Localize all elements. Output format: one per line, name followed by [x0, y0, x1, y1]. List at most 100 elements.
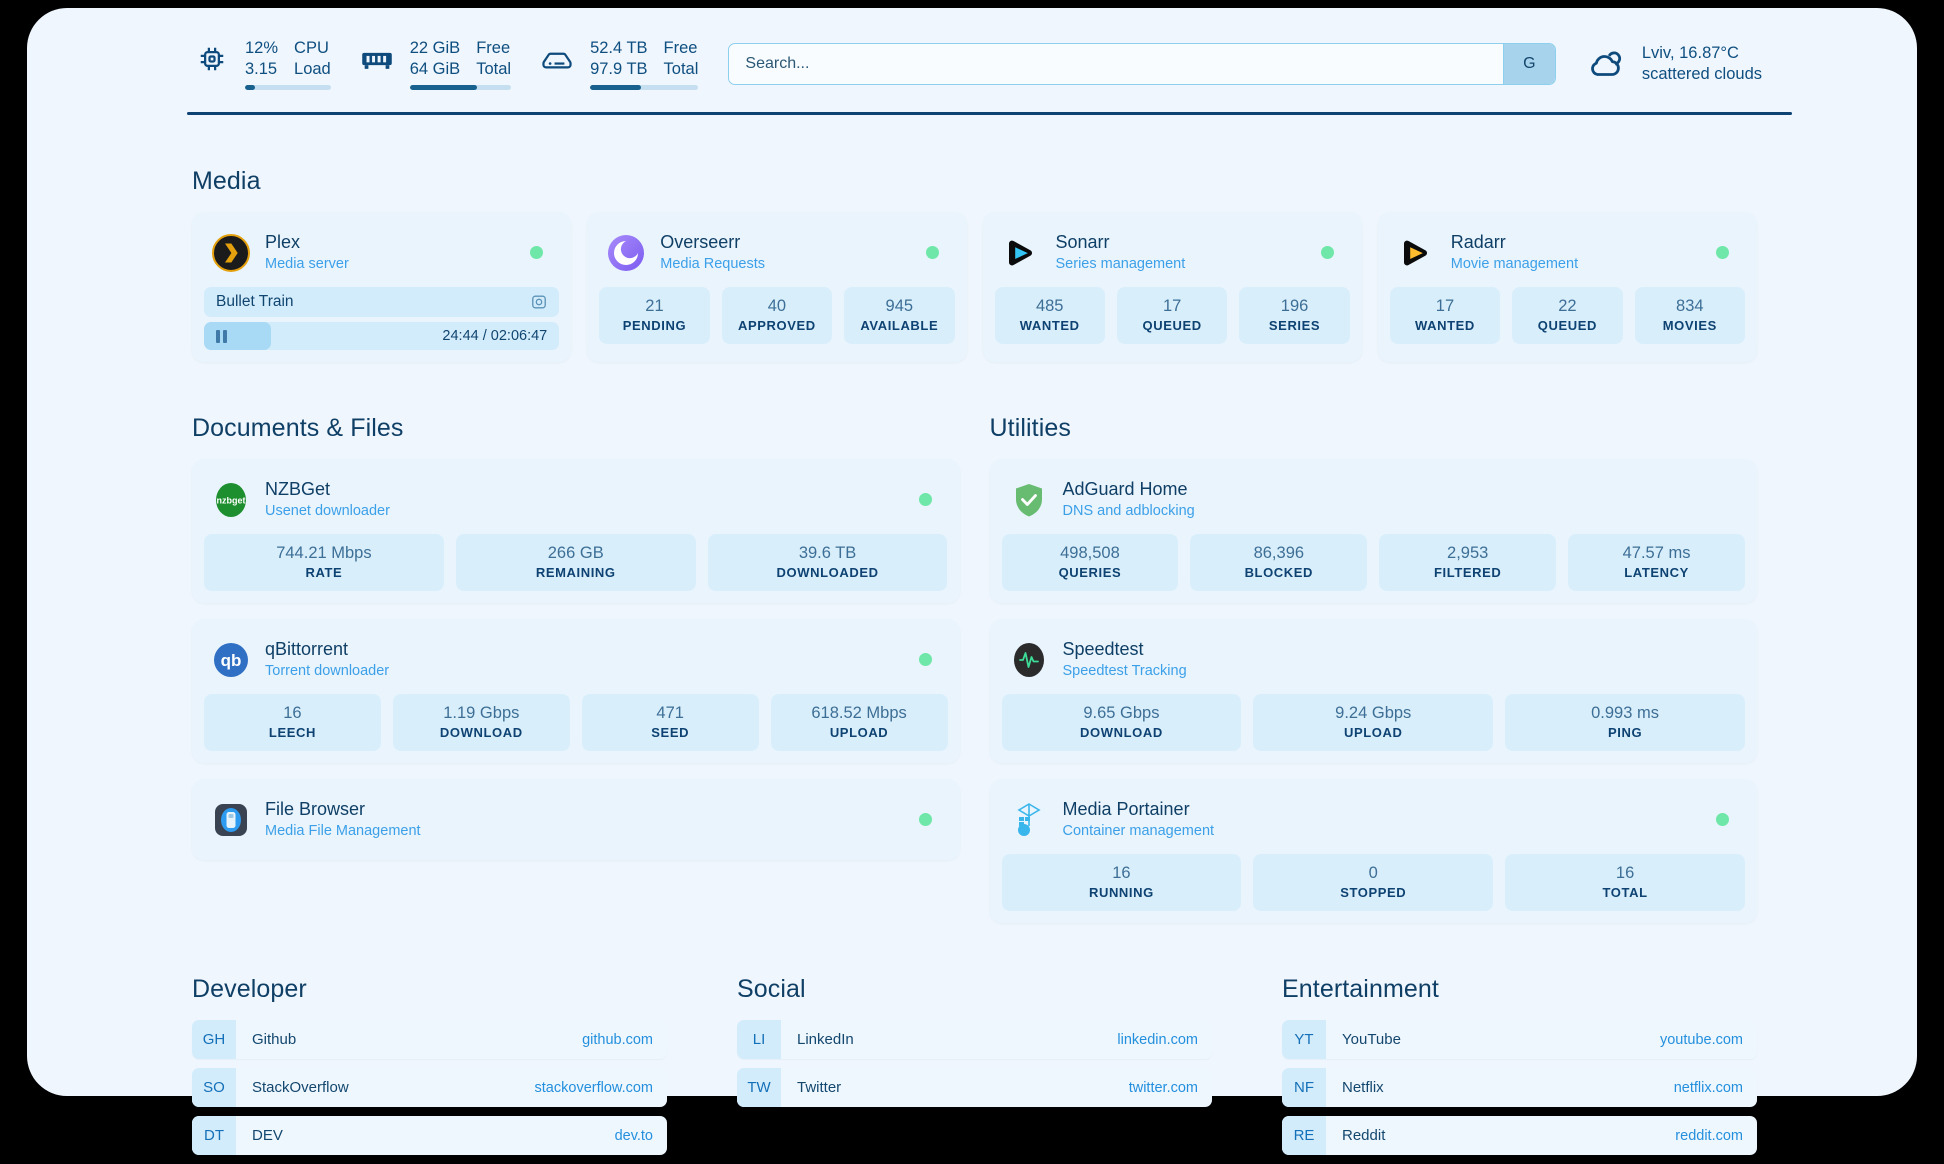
stat-label: APPROVED	[738, 318, 816, 333]
stat-value: 618.52 Mbps	[811, 704, 907, 722]
stat-tile: 485 WANTED	[994, 287, 1105, 344]
service-card-speedtest[interactable]: Speedtest Speedtest Tracking 9.65 Gbps D…	[989, 619, 1757, 763]
bookmark-name: DEV	[252, 1127, 283, 1144]
bookmark-abbr: RE	[1282, 1116, 1326, 1155]
bookmark-item[interactable]: GH Github github.com	[192, 1020, 667, 1059]
stat-tile: 17 WANTED	[1389, 287, 1501, 344]
bookmark-group-entertainment: Entertainment YT YouTube youtube.com NF …	[1282, 923, 1757, 1164]
stat-tile: 1.19 Gbps DOWNLOAD	[392, 694, 570, 751]
section-title-entertainment: Entertainment	[1282, 975, 1439, 1003]
nzbget-icon: nzbget	[212, 481, 250, 519]
service-card-adguard-home[interactable]: AdGuard Home DNS and adblocking 498,508 …	[989, 459, 1757, 603]
status-badge	[918, 493, 932, 506]
memory-label-top: Free	[476, 39, 511, 57]
stat-value: 945	[885, 297, 914, 315]
cpu-stat-group: 12% 3.15 CPU Load	[192, 38, 331, 90]
cpu-label-top: CPU	[294, 39, 329, 57]
search-area: G	[698, 43, 1585, 85]
bookmark-name: YouTube	[1342, 1031, 1401, 1048]
service-subtitle: Movie management	[1450, 256, 1579, 272]
stat-value: 39.6 TB	[798, 544, 857, 562]
card-header: AdGuard Home DNS and adblocking	[1002, 471, 1746, 528]
service-card-sonarr[interactable]: Sonarr Series management 485 WANTED 17 Q…	[982, 212, 1362, 362]
service-card-file-browser[interactable]: File Browser Media File Management	[192, 779, 960, 860]
stat-value: 9.65 Gbps	[1083, 704, 1160, 722]
search-engine-button[interactable]: G	[1502, 44, 1555, 84]
search-box[interactable]: G	[728, 43, 1556, 85]
stat-label: FILTERED	[1433, 565, 1502, 580]
top-header: 12% 3.15 CPU Load	[27, 8, 1917, 90]
service-card-plex[interactable]: Plex Media server Bullet Train	[192, 212, 572, 362]
bookmark-item[interactable]: NF Netflix netflix.com	[1282, 1068, 1757, 1107]
stat-row: 21 PENDING 40 APPROVED 945 AVAILABLE	[599, 287, 955, 344]
memory-label-bottom: Total	[476, 60, 512, 78]
section-title-media: Media	[192, 167, 261, 195]
stat-value: 22	[1558, 297, 1577, 315]
stat-label: MOVIES	[1662, 318, 1717, 333]
service-card-qbittorrent[interactable]: qb qBittorrent Torrent downloader	[192, 619, 960, 763]
memory-free-value: 22 GiB	[409, 39, 461, 57]
portainer-icon	[1010, 801, 1048, 839]
bookmark-abbr: DT	[192, 1116, 236, 1155]
card-header: Plex Media server	[204, 224, 559, 281]
card-header: Speedtest Speedtest Tracking	[1002, 631, 1746, 688]
stat-tile: 9.24 Gbps UPLOAD	[1253, 694, 1494, 751]
bookmark-item[interactable]: LI LinkedIn linkedin.com	[737, 1020, 1212, 1059]
disk-label-bottom: Total	[663, 60, 699, 78]
cpu-icon	[192, 38, 232, 80]
stat-label: QUERIES	[1058, 565, 1122, 580]
status-badge	[1716, 813, 1729, 826]
search-input[interactable]	[729, 44, 1503, 84]
disk-free-value: 52.4 TB	[590, 39, 648, 57]
stat-value: 40	[767, 297, 787, 315]
bookmark-url: stackoverflow.com	[534, 1079, 653, 1096]
service-name: Overseerr	[660, 232, 741, 252]
bookmark-item[interactable]: SO StackOverflow stackoverflow.com	[192, 1068, 667, 1107]
bookmark-item[interactable]: RE Reddit reddit.com	[1282, 1116, 1757, 1155]
bookmark-url: dev.to	[614, 1127, 653, 1144]
stat-value: 2,953	[1447, 544, 1489, 562]
bookmark-item[interactable]: YT YouTube youtube.com	[1282, 1020, 1757, 1059]
stat-tile: 471 SEED	[581, 694, 759, 751]
stat-tile: 9.65 Gbps DOWNLOAD	[1001, 694, 1242, 751]
stat-value: 21	[645, 297, 664, 315]
stat-row: 17 WANTED 22 QUEUED 834 MOVIES	[1389, 287, 1746, 344]
stat-tile: 16 TOTAL	[1505, 854, 1745, 911]
stat-value: 16	[283, 704, 302, 722]
stat-row: 498,508 QUERIES 86,396 BLOCKED 2,953 FIL…	[1001, 534, 1745, 591]
utilities-column: Utilities AdGuard Home	[989, 362, 1757, 923]
status-badge	[530, 246, 544, 259]
cpu-usage-value: 12%	[245, 39, 279, 57]
service-card-radarr[interactable]: Radarr Movie management 17 WANTED 22 QUE…	[1377, 212, 1757, 362]
service-name: Sonarr	[1055, 232, 1110, 252]
bookmark-url: youtube.com	[1659, 1031, 1743, 1048]
bookmark-url: github.com	[582, 1031, 653, 1048]
bookmark-item[interactable]: TW Twitter twitter.com	[737, 1068, 1212, 1107]
stat-tile: 266 GB REMAINING	[455, 534, 696, 591]
bookmark-name: Reddit	[1342, 1127, 1386, 1144]
pause-icon[interactable]	[216, 329, 227, 343]
service-card-media-portainer[interactable]: Media Portainer Container management 16 …	[989, 779, 1757, 923]
stat-label: DOWNLOAD	[1080, 725, 1163, 740]
disk-progress-bar	[590, 85, 699, 90]
section-title-utilities: Utilities	[989, 414, 1071, 442]
stat-label: SEED	[651, 725, 690, 740]
service-subtitle: Container management	[1062, 823, 1215, 839]
stat-value: 86,396	[1253, 544, 1305, 562]
stat-label: WANTED	[1414, 318, 1475, 333]
stat-tile: 40 APPROVED	[721, 287, 833, 344]
service-card-nzbget[interactable]: nzbget NZBGet Usenet downloader 74	[192, 459, 960, 603]
stat-row: 485 WANTED 17 QUEUED 196 SERIES	[994, 287, 1350, 344]
bookmark-item[interactable]: DT DEV dev.to	[192, 1116, 667, 1155]
stat-value: 16	[1112, 864, 1131, 882]
bookmark-name: StackOverflow	[252, 1079, 349, 1096]
service-card-overseerr[interactable]: Overseerr Media Requests 21 PENDING 40 A…	[587, 212, 967, 362]
service-name: Speedtest	[1062, 639, 1144, 659]
now-playing-title-bar: Bullet Train	[204, 287, 560, 317]
card-header: Media Portainer Container management	[1002, 791, 1746, 848]
bookmark-url: linkedin.com	[1117, 1031, 1198, 1048]
playback-progress-bar[interactable]: 24:44 / 02:06:47	[204, 322, 560, 350]
cast-icon[interactable]	[531, 294, 547, 310]
svg-text:nzbget: nzbget	[217, 495, 246, 505]
bookmark-abbr: LI	[737, 1020, 781, 1059]
